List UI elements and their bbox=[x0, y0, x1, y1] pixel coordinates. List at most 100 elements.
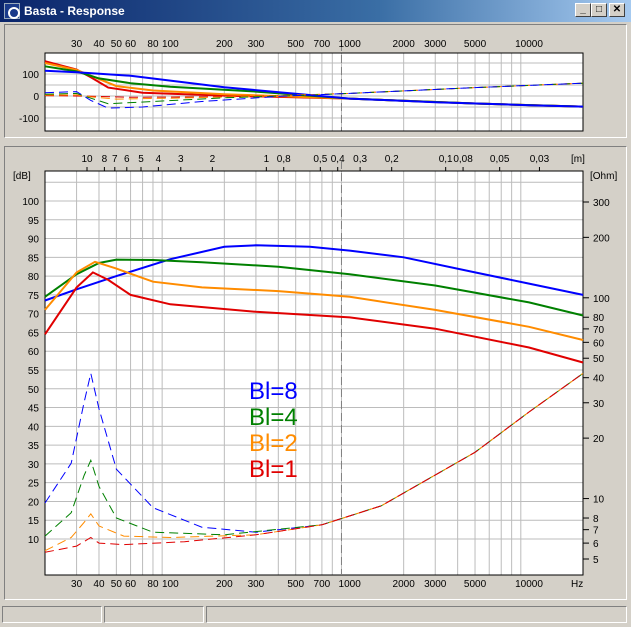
top-freq-tick-label: 3000 bbox=[424, 39, 447, 50]
phase-chart[interactable]: 30 40 50 60 80 100 200 300 500 700 1000 2000 3000 500… bbox=[5, 25, 626, 137]
maximize-button[interactable]: □ bbox=[591, 3, 607, 17]
db-tick-label: 40 bbox=[28, 422, 40, 433]
top-freq-tick-label: 10000 bbox=[515, 39, 543, 50]
wavelength-tick-label: 0,3 bbox=[353, 154, 367, 165]
ohm-tick-label: 10 bbox=[593, 495, 605, 506]
impedance-phase-bl8 bbox=[44, 82, 584, 109]
app-icon bbox=[4, 3, 20, 19]
wavelength-tick-label: 7 bbox=[112, 154, 118, 165]
db-tick-label: 100 bbox=[22, 197, 39, 208]
top-freq-tick-label: 50 bbox=[111, 39, 123, 50]
wavelength-tick-label: 8 bbox=[102, 154, 108, 165]
freq-tick-label: 200 bbox=[216, 579, 233, 590]
wavelength-tick-label: 2 bbox=[210, 154, 216, 165]
ohm-tick-label: 200 bbox=[593, 233, 610, 244]
db-unit-label: [dB] bbox=[13, 171, 31, 182]
wavelength-tick-label: 0,8 bbox=[277, 154, 291, 165]
legend-bl2: Bl=2 bbox=[249, 430, 298, 457]
ohm-tick-label: 70 bbox=[593, 325, 605, 336]
db-tick-label: 35 bbox=[28, 441, 40, 452]
top-y-tick-label: -100 bbox=[19, 114, 39, 125]
wavelength-tick-label: 0,08 bbox=[453, 154, 473, 165]
db-tick-label: 70 bbox=[28, 310, 40, 321]
db-tick-label: 60 bbox=[28, 347, 40, 358]
db-tick-label: 45 bbox=[28, 404, 40, 415]
freq-tick-label: 60 bbox=[125, 579, 137, 590]
db-tick-label: 10 bbox=[28, 535, 40, 546]
ohm-tick-label: 30 bbox=[593, 399, 605, 410]
top-freq-tick-label: 5000 bbox=[464, 39, 487, 50]
freq-tick-label: 300 bbox=[248, 579, 265, 590]
top-freq-tick-label: 500 bbox=[287, 39, 304, 50]
top-panel: 30 40 50 60 80 100 200 300 500 700 1000 2000 3000 500… bbox=[4, 24, 627, 138]
freq-tick-label: 100 bbox=[162, 579, 179, 590]
wavelength-tick-label: 0,4 bbox=[331, 154, 345, 165]
wavelength-unit-label: [m] bbox=[571, 154, 585, 165]
ohm-tick-label: 100 bbox=[593, 294, 610, 305]
wavelength-tick-label: 4 bbox=[156, 154, 162, 165]
freq-tick-label: 5000 bbox=[464, 579, 487, 590]
main-panel: 100 95 90 85 80 75 70 65 60 55 50 45 40 35 30 25 20 15 10 3… bbox=[4, 146, 627, 600]
top-freq-tick-label: 30 bbox=[71, 39, 83, 50]
db-tick-label: 80 bbox=[28, 272, 40, 283]
top-plot-area bbox=[45, 53, 583, 131]
client-area: 30 40 50 60 80 100 200 300 500 700 1000 2000 3000 500… bbox=[2, 22, 629, 602]
freq-tick-label: 700 bbox=[314, 579, 331, 590]
top-freq-tick-label: 200 bbox=[216, 39, 233, 50]
freq-tick-label: 3000 bbox=[424, 579, 447, 590]
freq-tick-label: 30 bbox=[71, 579, 83, 590]
curve-bl4-spl bbox=[44, 258, 584, 317]
wavelength-tick-label: 5 bbox=[138, 154, 144, 165]
freq-tick-label: 80 bbox=[147, 579, 159, 590]
ohm-tick-label: 7 bbox=[593, 526, 599, 537]
wavelength-tick-label: 10 bbox=[81, 154, 93, 165]
freq-tick-label: 1000 bbox=[339, 579, 362, 590]
plot-area bbox=[45, 171, 583, 575]
top-y-tick-label: 100 bbox=[22, 70, 39, 81]
plot-border bbox=[44, 170, 584, 576]
db-tick-label: 30 bbox=[28, 460, 40, 471]
title-bar[interactable]: Basta - Response _ □ ✕ bbox=[0, 0, 631, 22]
close-button[interactable]: ✕ bbox=[609, 3, 625, 17]
status-bar bbox=[2, 604, 629, 625]
legend-bl1: Bl=1 bbox=[249, 456, 298, 483]
response-chart[interactable]: 1009590858075706560555045403530252015103… bbox=[5, 147, 626, 599]
wavelength-tick-label: 0,05 bbox=[490, 154, 510, 165]
top-freq-tick-label: 100 bbox=[162, 39, 179, 50]
wavelength-tick-label: 6 bbox=[124, 154, 130, 165]
top-freq-tick-label: 60 bbox=[125, 39, 137, 50]
legend-bl8: Bl=8 bbox=[249, 378, 298, 405]
status-cell-1 bbox=[2, 606, 102, 623]
ohm-tick-label: 5 bbox=[593, 555, 599, 566]
curve-bl1-impedance bbox=[44, 372, 584, 553]
impedance-phase-bl2 bbox=[44, 82, 584, 100]
status-cell-3 bbox=[206, 606, 627, 623]
ohm-tick-label: 40 bbox=[593, 374, 605, 385]
minimize-button[interactable]: _ bbox=[575, 3, 591, 17]
top-y-tick-label: 0 bbox=[33, 92, 39, 103]
ohm-tick-label: 300 bbox=[593, 198, 610, 209]
db-tick-label: 75 bbox=[28, 291, 40, 302]
top-plot-border bbox=[44, 52, 584, 132]
ohm-tick-label: 20 bbox=[593, 434, 605, 445]
freq-tick-label: 10000 bbox=[515, 579, 543, 590]
freq-tick-label: 40 bbox=[93, 579, 105, 590]
top-freq-tick-label: 40 bbox=[93, 39, 105, 50]
top-freq-tick-label: 300 bbox=[248, 39, 265, 50]
db-tick-label: 65 bbox=[28, 328, 40, 339]
freq-tick-label: 2000 bbox=[393, 579, 416, 590]
ohm-tick-label: 6 bbox=[593, 539, 599, 550]
wavelength-tick-label: 0,03 bbox=[530, 154, 550, 165]
status-cell-2 bbox=[104, 606, 204, 623]
ohm-unit-label: [Ohm] bbox=[590, 171, 617, 182]
top-freq-tick-label: 1000 bbox=[339, 39, 362, 50]
ohm-tick-label: 80 bbox=[593, 313, 605, 324]
freq-tick-label: 500 bbox=[287, 579, 304, 590]
wavelength-tick-label: 1 bbox=[264, 154, 270, 165]
wavelength-tick-label: 0,2 bbox=[385, 154, 399, 165]
db-tick-label: 90 bbox=[28, 235, 40, 246]
curve-bl8-spl bbox=[44, 244, 584, 302]
curve-bl2-spl bbox=[44, 260, 584, 341]
top-freq-tick-label: 2000 bbox=[393, 39, 416, 50]
db-tick-label: 15 bbox=[28, 516, 40, 527]
